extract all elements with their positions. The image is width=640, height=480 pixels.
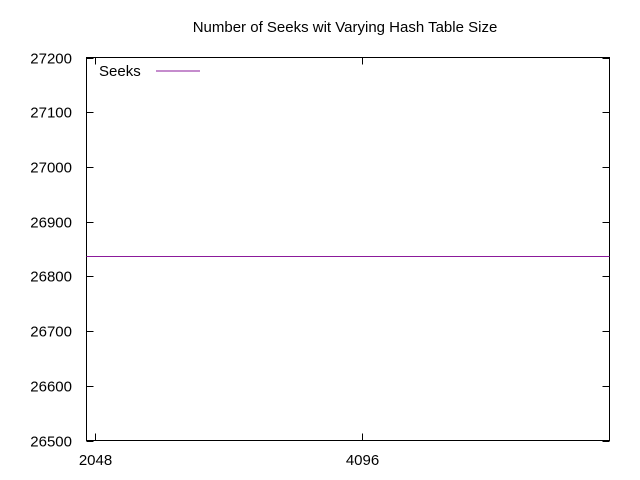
y-tick-label: 26600 bbox=[30, 379, 72, 396]
y-tick-label: 26500 bbox=[30, 434, 72, 451]
x-axis: 2048 4096 bbox=[79, 57, 379, 469]
y-tick-label: 27100 bbox=[30, 105, 72, 122]
y-tick-label: 27200 bbox=[30, 51, 72, 68]
plot-area bbox=[86, 57, 610, 441]
y-tick-label: 26800 bbox=[30, 269, 72, 286]
y-tick-label: 26900 bbox=[30, 215, 72, 232]
y-tick-label: 26700 bbox=[30, 324, 72, 341]
y-tick-label: 27000 bbox=[30, 160, 72, 177]
legend-label: Seeks bbox=[99, 63, 141, 80]
x-tick-label: 2048 bbox=[79, 452, 112, 469]
chart-title: Number of Seeks wit Varying Hash Table S… bbox=[193, 19, 498, 36]
x-tick-label: 4096 bbox=[346, 452, 379, 469]
y-axis: 26500 26600 26700 26800 26900 27000 27100 27200 bbox=[30, 51, 610, 451]
legend: Seeks bbox=[99, 63, 200, 80]
